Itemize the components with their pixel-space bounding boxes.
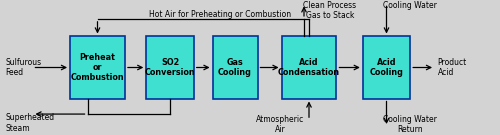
FancyBboxPatch shape — [363, 36, 410, 99]
Text: SO2
Conversion: SO2 Conversion — [144, 58, 196, 77]
Text: Superheated
Steam: Superheated Steam — [5, 113, 54, 133]
Text: Acid
Condensation: Acid Condensation — [278, 58, 340, 77]
Text: Atmospheric
Air: Atmospheric Air — [256, 115, 304, 134]
FancyBboxPatch shape — [282, 36, 337, 99]
Text: Clean Process
Gas to Stack: Clean Process Gas to Stack — [304, 1, 356, 20]
Text: Cooling Water: Cooling Water — [383, 1, 437, 10]
Text: Gas
Cooling: Gas Cooling — [218, 58, 252, 77]
FancyBboxPatch shape — [146, 36, 194, 99]
Text: Hot Air for Preheating or Combustion: Hot Air for Preheating or Combustion — [149, 10, 291, 19]
FancyBboxPatch shape — [70, 36, 125, 99]
Text: Cooling Water
Return: Cooling Water Return — [383, 115, 437, 134]
FancyBboxPatch shape — [212, 36, 258, 99]
Text: Acid
Cooling: Acid Cooling — [370, 58, 404, 77]
Text: Preheat
or
Combustion: Preheat or Combustion — [70, 53, 124, 82]
Text: Sulfurous
Feed: Sulfurous Feed — [5, 58, 41, 77]
Text: Product
Acid: Product Acid — [438, 58, 467, 77]
